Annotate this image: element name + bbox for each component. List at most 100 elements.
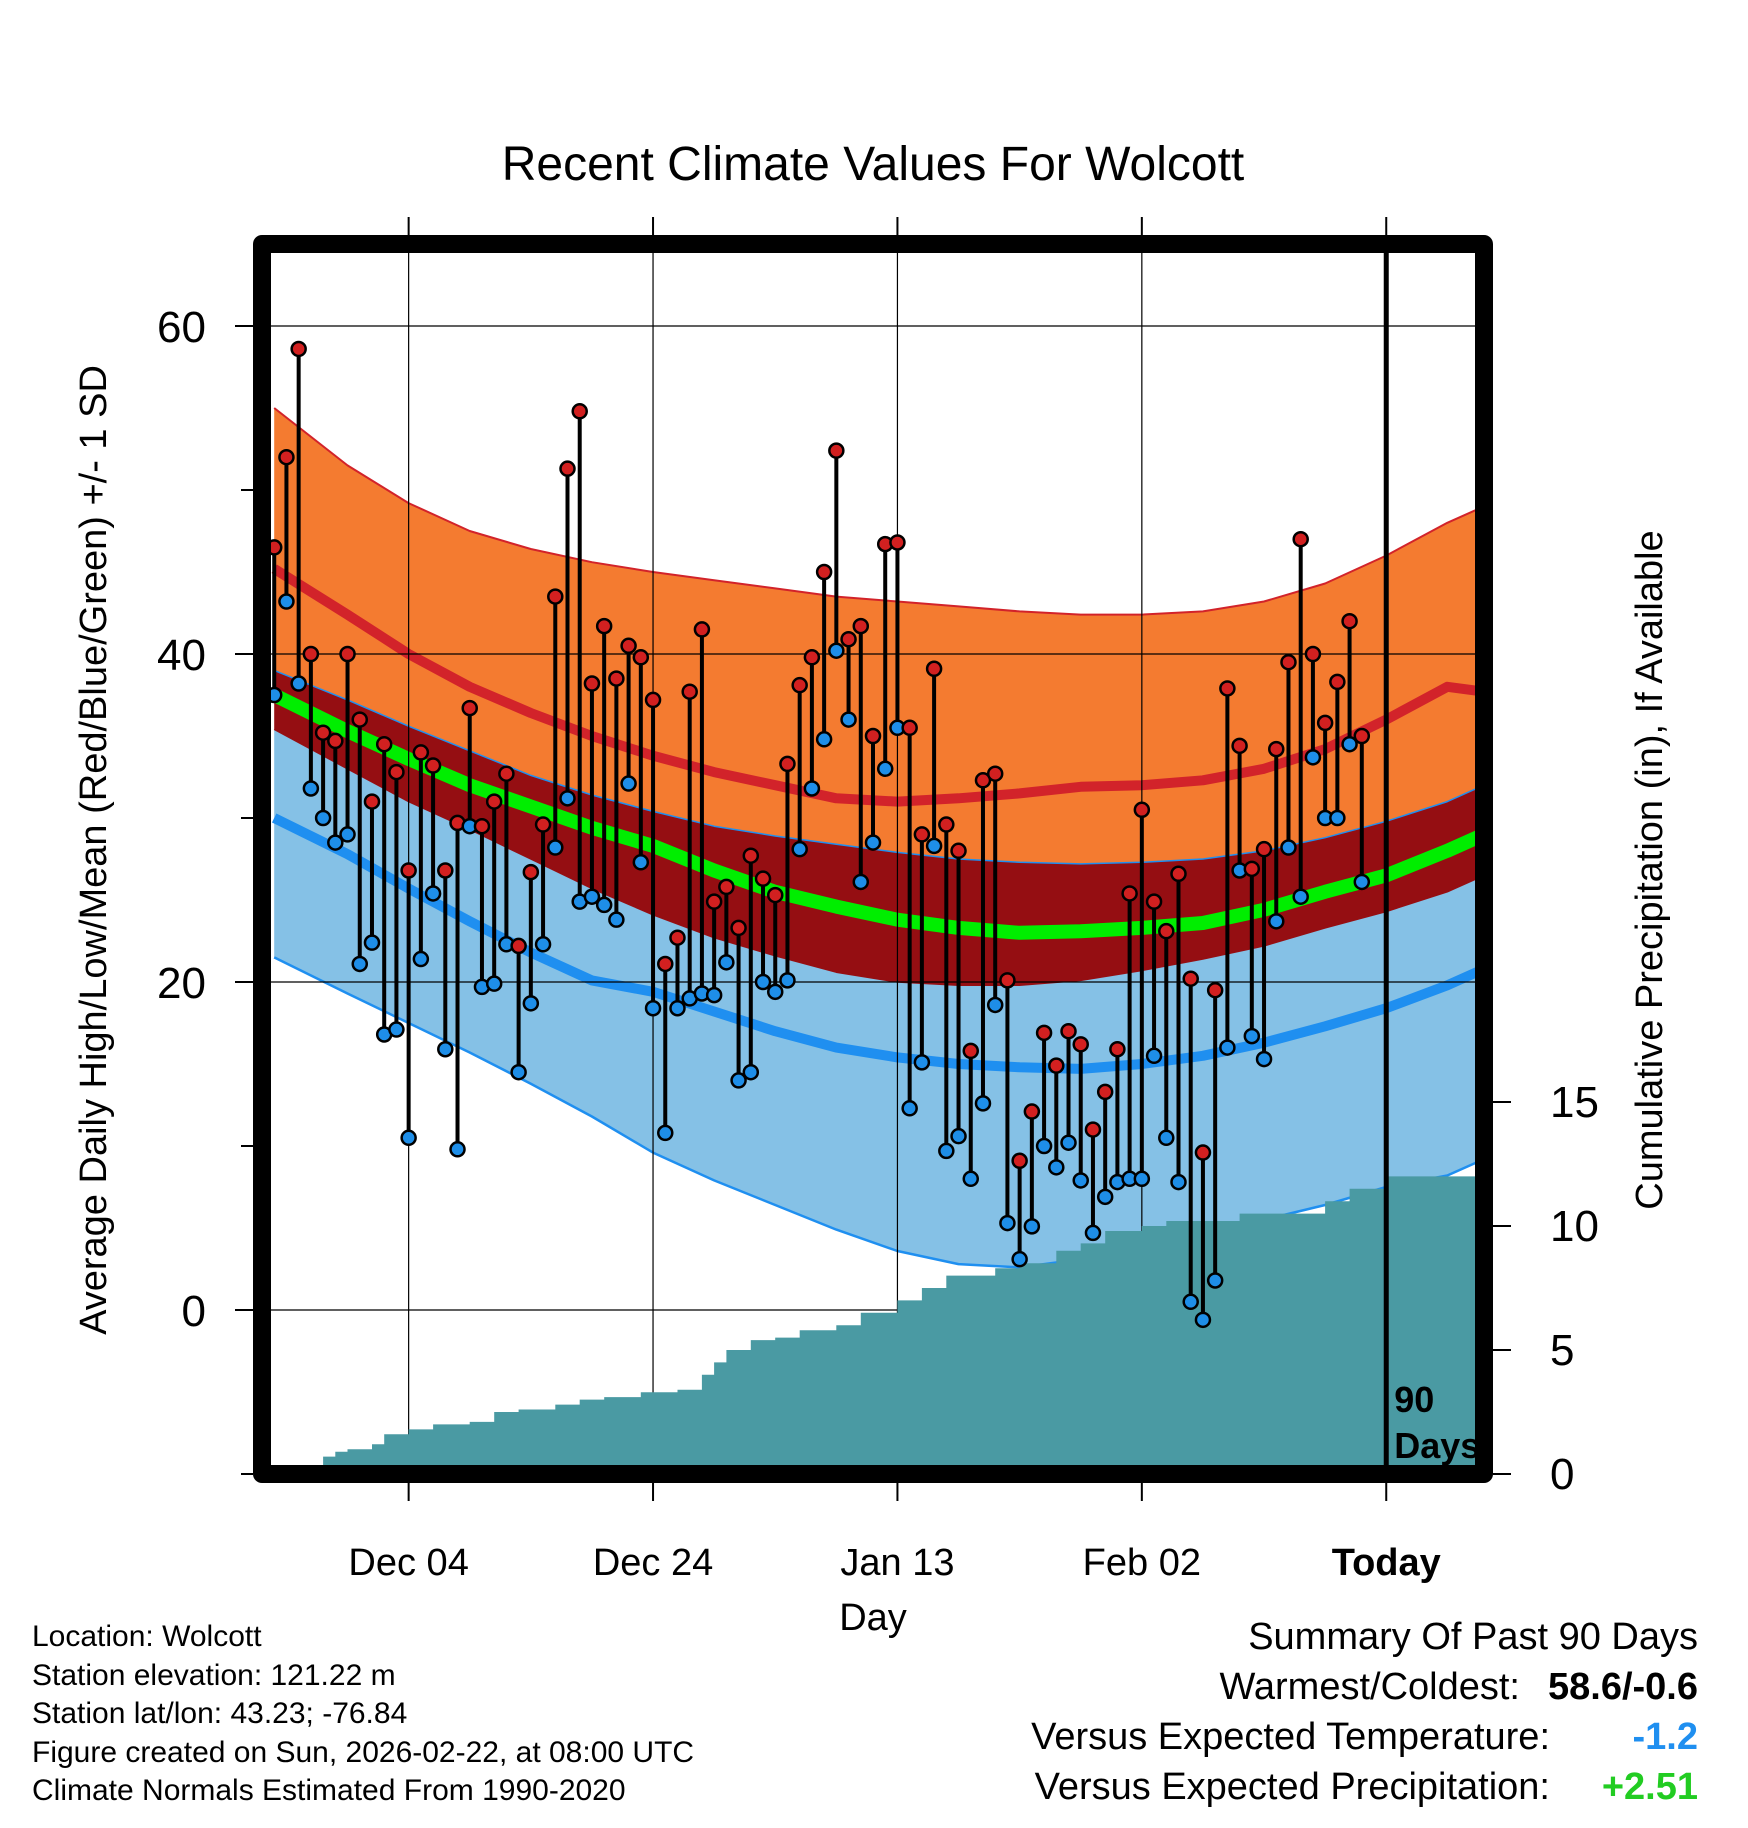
daily-low-point <box>559 790 576 807</box>
daily-high-point <box>974 772 992 789</box>
daily-high-point <box>718 878 735 896</box>
daily-high-point <box>547 588 564 605</box>
daily-low-point <box>278 593 295 610</box>
daily-high-point <box>840 630 857 648</box>
daily-low-point <box>925 837 943 855</box>
daily-high-point <box>1109 1040 1126 1058</box>
daily-low-point <box>705 986 723 1004</box>
daily-low-point <box>1182 1293 1199 1311</box>
daily-low-point <box>1194 1311 1212 1329</box>
daily-high-point <box>1084 1121 1102 1138</box>
daily-high-point <box>1268 740 1285 758</box>
daily-low-point <box>351 955 369 973</box>
daily-low-point <box>974 1095 992 1112</box>
daily-high-point <box>779 755 796 773</box>
daily-high-point <box>498 765 515 782</box>
daily-low-point <box>1023 1218 1041 1235</box>
daily-low-point <box>1280 839 1297 856</box>
chart-title: Recent Climate Values For Wolcott <box>502 138 1245 191</box>
daily-high-point <box>644 691 662 709</box>
daily-high-point <box>473 817 491 835</box>
daily-low-point <box>1206 1272 1224 1289</box>
warmest-coldest-value: 58.6/-0.6 <box>1548 1666 1698 1708</box>
daily-low-point <box>913 1054 931 1071</box>
daily-low-point <box>1304 749 1322 766</box>
daily-high-point <box>1121 885 1138 902</box>
daily-high-point <box>1011 1152 1028 1170</box>
warmest-coldest-label: Warmest/Coldest: <box>1219 1666 1520 1708</box>
daily-low-point <box>1341 735 1358 753</box>
daily-low-point <box>449 1141 466 1158</box>
x-tick-label: Jan 13 <box>840 1542 954 1584</box>
daily-low-point <box>742 1063 760 1081</box>
daily-high-point <box>608 670 625 687</box>
daily-low-point <box>412 950 430 968</box>
daily-high-point <box>1280 653 1297 671</box>
daily-high-point <box>314 724 332 741</box>
station-elevation: Station elevation: 121.22 m <box>32 1658 396 1692</box>
daily-low-point <box>510 1063 527 1081</box>
daily-high-point <box>1145 893 1163 910</box>
daily-high-point <box>705 893 723 910</box>
daily-low-point <box>644 999 662 1017</box>
daily-high-point <box>1158 922 1175 940</box>
daily-low-point <box>1353 873 1371 891</box>
daily-low-point <box>1268 913 1285 930</box>
daily-low-point <box>669 999 686 1017</box>
daily-high-point <box>1304 645 1322 663</box>
y-tick-label: 40 <box>157 631 206 680</box>
daily-high-point <box>424 757 442 774</box>
daily-low-point <box>424 885 442 902</box>
daily-high-point <box>620 637 637 655</box>
y-tick-label: 20 <box>157 959 206 1008</box>
daily-high-point <box>1329 673 1346 691</box>
temp-anomaly-label: Versus Expected Temperature: <box>1031 1716 1550 1758</box>
daily-high-point <box>1292 530 1309 548</box>
y-axis-label: Average Daily High/Low/Mean (Red/Blue/Gr… <box>73 365 115 1335</box>
daily-low-point <box>815 731 833 748</box>
station-latlon: Station lat/lon: 43.23; -76.84 <box>32 1697 408 1731</box>
daily-low-point <box>1096 1188 1114 1206</box>
daily-low-point <box>1048 1159 1065 1176</box>
daily-high-point <box>1219 680 1236 697</box>
daily-low-point <box>339 826 356 843</box>
daily-low-point <box>314 809 332 827</box>
daily-low-point <box>718 954 735 971</box>
daily-high-point <box>852 617 870 635</box>
daily-high-point <box>742 847 760 864</box>
daily-high-point <box>913 826 931 843</box>
daily-high-point <box>999 972 1016 989</box>
daily-high-point <box>1182 970 1199 987</box>
daily-high-point <box>1367 0 1381 7</box>
daily-high-point <box>559 460 576 477</box>
daily-high-point <box>571 403 588 420</box>
daily-low-point <box>901 1100 918 1117</box>
daily-low-point <box>950 1127 967 1145</box>
daily-high-point <box>889 534 906 551</box>
daily-high-point <box>1243 860 1261 878</box>
daily-low-point <box>583 888 601 905</box>
daily-low-point <box>1145 1047 1163 1065</box>
warmest-coldest-row: Warmest/Coldest: 58.6/-0.6 <box>1031 1662 1698 1712</box>
daily-low-point <box>302 780 320 797</box>
y-tick-label: 60 <box>157 303 206 352</box>
daily-high-point <box>986 765 1004 782</box>
station-info: Location: Wolcott Station elevation: 121… <box>32 1618 694 1811</box>
station-location: Location: Wolcott <box>32 1620 262 1653</box>
x-tick-label: Dec 04 <box>348 1542 468 1584</box>
low-normal-band <box>274 729 1484 1268</box>
x-axis-label: Day <box>839 1597 907 1639</box>
daily-high-point <box>1133 801 1151 819</box>
y2-tick-label: 10 <box>1550 1202 1599 1251</box>
summary-heading: Summary Of Past 90 Days <box>1248 1616 1698 1658</box>
daily-high-point <box>632 649 650 666</box>
daily-low-point <box>608 911 625 928</box>
daily-low-point <box>1292 888 1309 905</box>
daily-low-point <box>388 1021 405 1038</box>
daily-high-point <box>351 711 369 728</box>
plot-clipped: 90 Days <box>262 0 1484 1474</box>
daily-high-point <box>1206 981 1224 999</box>
daily-high-point <box>938 816 955 833</box>
plot-frame <box>253 235 1493 1483</box>
